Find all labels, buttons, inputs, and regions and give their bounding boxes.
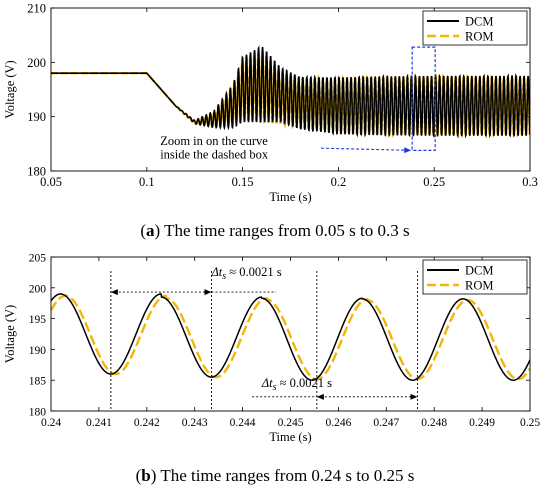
x-tick-label-b: 0.241 <box>86 417 112 429</box>
caption-b: (b) The time ranges from 0.24 s to 0.25 … <box>135 466 415 485</box>
legend-box-b <box>422 259 528 295</box>
x-tick-label-a: 0.15 <box>232 175 254 189</box>
caption-b-text: The time ranges from 0.24 s to 0.25 s <box>160 466 415 485</box>
zoom-dashed-box <box>411 46 436 151</box>
x-tick-label-a: 0.05 <box>40 175 62 189</box>
series-dcm-line-b <box>51 293 530 381</box>
x-tick-label-b: 0.245 <box>278 417 304 429</box>
legend-label-dcm: DCM <box>465 264 493 278</box>
legend-label-rom: ROM <box>465 30 493 44</box>
delta-value: ≈ 0.0021 s <box>276 376 332 390</box>
plot-frame-a <box>50 7 531 172</box>
annotation-delta-0: Δts ≈ 0.0021 s <box>210 265 281 282</box>
x-tick-label-b: 0.24 <box>41 417 61 429</box>
plot-area-b <box>51 293 530 381</box>
x-tick-label-b: 0.246 <box>325 417 351 429</box>
x-tick-label-a: 0.25 <box>423 175 445 189</box>
annotation-delta-1: Δts ≈ 0.0021 s <box>261 376 332 393</box>
plot-area-a <box>51 45 530 140</box>
annotation-zoom-1: inside the dashed box <box>160 148 269 162</box>
y-tick-label-b: 185 <box>29 376 47 388</box>
delta-subscript: s <box>222 271 226 282</box>
y-tick-label-b: 200 <box>29 283 47 295</box>
x-tick-label-b: 0.244 <box>230 417 256 429</box>
x-tick-label-a: 0.2 <box>331 175 347 189</box>
y-tick-label-b: 180 <box>29 407 47 419</box>
annotation-zoom-0: Zoom in on the curve <box>160 134 268 148</box>
series-rom-line-b <box>51 294 530 381</box>
x-tick-label-a: 0.3 <box>522 175 538 189</box>
y-axis-label-a: Voltage (V) <box>3 60 17 118</box>
delta-subscript: s <box>273 382 277 393</box>
x-tick-label-b: 0.247 <box>373 417 399 429</box>
x-axis-label-a: Time (s) <box>269 190 311 204</box>
x-tick-label-a: 0.1 <box>139 175 155 189</box>
x-tick-label-b: 0.25 <box>520 417 540 429</box>
zoom-arrow <box>321 147 412 154</box>
caption-a-text: The time ranges from 0.05 s to 0.3 s <box>164 221 410 240</box>
x-tick-label-b: 0.243 <box>182 417 208 429</box>
y-axis-label-b: Voltage (V) <box>3 305 17 363</box>
caption-a: (a) The time ranges from 0.05 s to 0.3 s <box>140 221 410 240</box>
y-tick-label-b: 190 <box>29 345 47 357</box>
y-tick-label-b: 205 <box>29 253 47 265</box>
legend-label-dcm: DCM <box>465 15 493 29</box>
caption-b-letter: b <box>141 466 151 485</box>
x-axis-label-b: Time (s) <box>269 430 311 444</box>
series-dcm-line <box>51 45 530 139</box>
x-tick-label-b: 0.248 <box>421 417 447 429</box>
y-tick-label-b: 195 <box>29 314 47 326</box>
caption-a-letter: a <box>146 221 155 240</box>
delta-symbol: Δt <box>261 376 273 390</box>
delta-value: ≈ 0.0021 s <box>226 265 282 279</box>
x-tick-label-b: 0.249 <box>469 417 495 429</box>
legend-box-a <box>422 10 528 46</box>
y-tick-label-a: 180 <box>27 165 46 179</box>
y-tick-label-a: 200 <box>27 56 46 70</box>
y-tick-label-a: 210 <box>27 2 46 16</box>
y-tick-label-a: 190 <box>27 110 46 124</box>
legend-label-rom: ROM <box>465 279 493 293</box>
x-tick-label-b: 0.242 <box>134 417 160 429</box>
delta-symbol: Δt <box>210 265 222 279</box>
